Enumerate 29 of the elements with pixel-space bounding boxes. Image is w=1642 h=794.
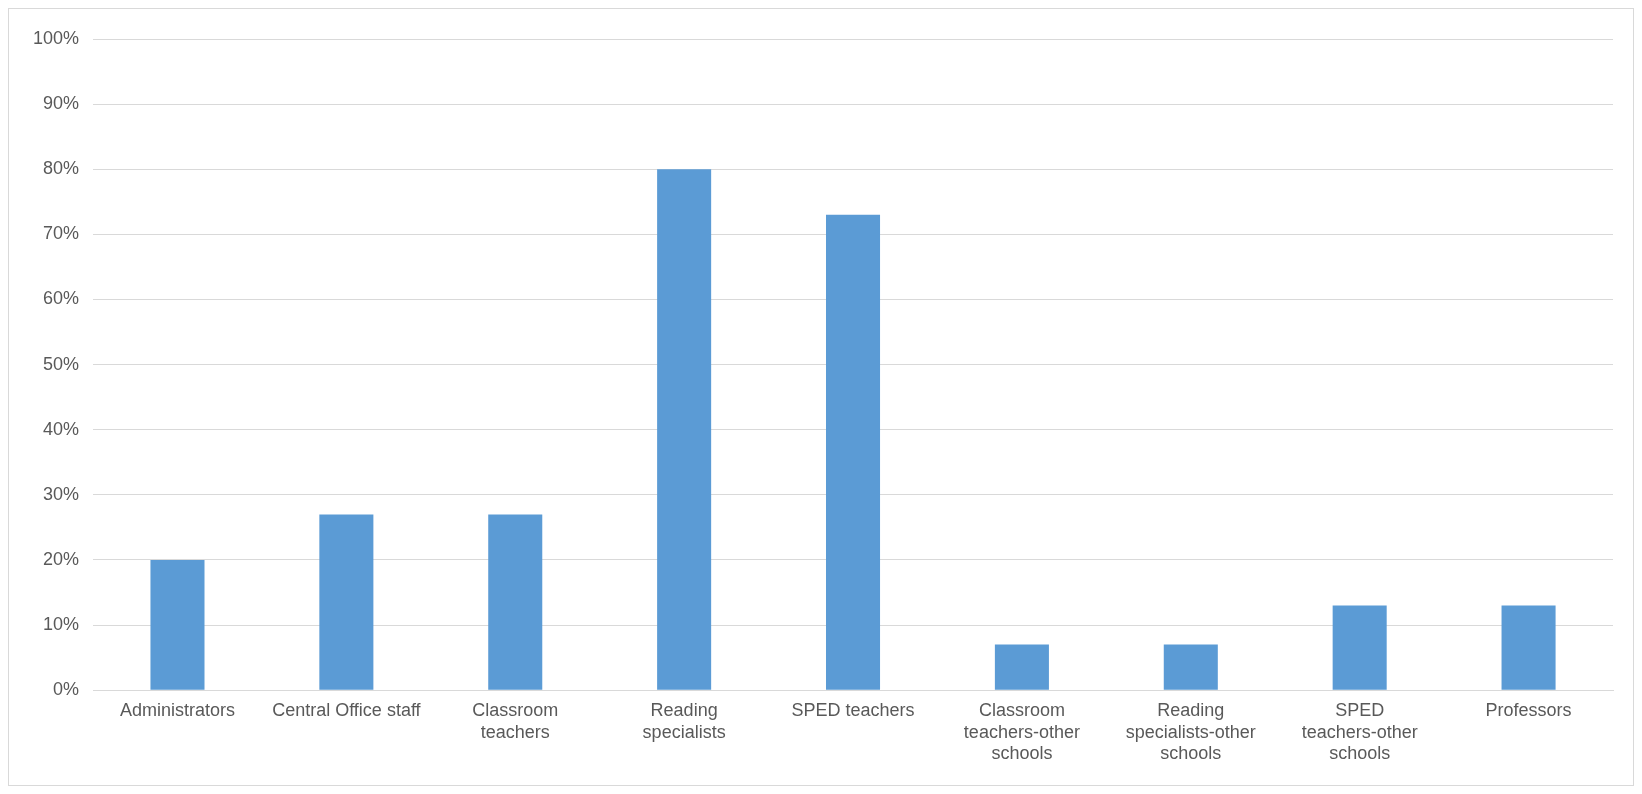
y-tick-label: 60% bbox=[43, 288, 80, 309]
bar bbox=[1332, 605, 1387, 690]
x-tick-label: Administrators bbox=[119, 699, 235, 720]
y-tick-label: 70% bbox=[43, 223, 80, 244]
y-tick-label: 40% bbox=[43, 418, 80, 439]
x-tick-label: Classroom teachers-other schools bbox=[963, 699, 1080, 764]
y-tick-label: 20% bbox=[43, 548, 80, 569]
y-tick-label: 100% bbox=[32, 27, 80, 48]
bar bbox=[826, 214, 881, 690]
bar bbox=[657, 169, 712, 690]
y-tick-label: 10% bbox=[43, 614, 80, 635]
x-tick-label: Classroom teachers bbox=[472, 699, 559, 742]
y-tick-label: 30% bbox=[43, 483, 80, 504]
y-tick-label: 0% bbox=[53, 679, 80, 700]
x-tick-label: Professors bbox=[1485, 699, 1572, 720]
x-tick-label: SPED teachers bbox=[791, 699, 915, 720]
y-tick-label: 50% bbox=[43, 353, 80, 374]
bar bbox=[1501, 605, 1556, 690]
bar bbox=[488, 514, 543, 690]
bar bbox=[150, 559, 205, 690]
y-tick-label: 90% bbox=[43, 93, 80, 114]
x-tick-label: Reading specialists-other schools bbox=[1125, 699, 1256, 764]
x-tick-label: SPED teachers-other schools bbox=[1301, 699, 1418, 764]
bar bbox=[994, 644, 1049, 690]
x-tick-label: Central Office staff bbox=[272, 699, 422, 720]
y-tick-label: 80% bbox=[43, 158, 80, 179]
x-tick-label: Reading specialists bbox=[642, 699, 726, 742]
bar bbox=[319, 514, 374, 690]
bar bbox=[1163, 644, 1218, 690]
